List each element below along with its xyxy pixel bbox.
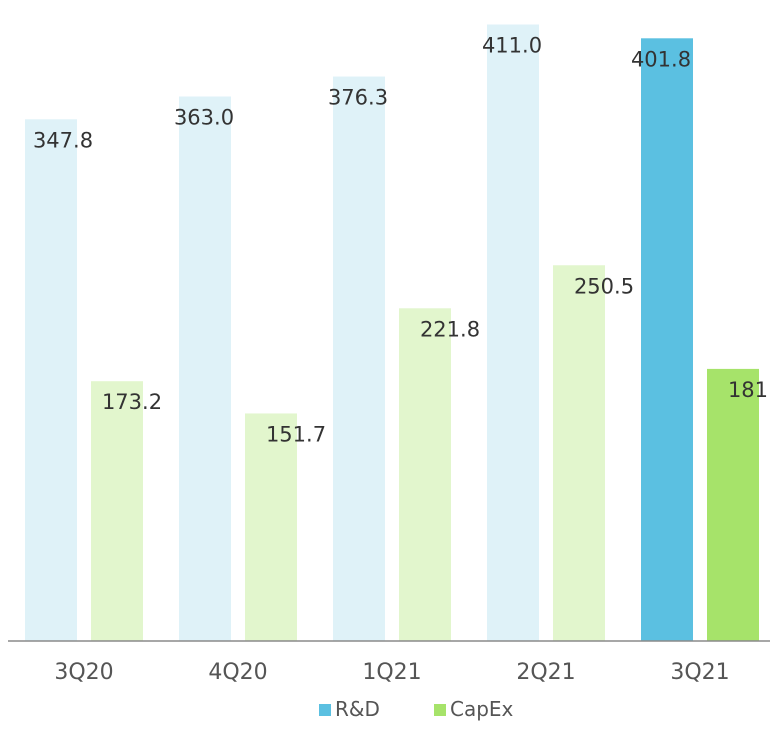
x-tick-label-4q20: 4Q20 bbox=[208, 660, 267, 685]
x-tick-label-3q21: 3Q21 bbox=[670, 660, 729, 685]
x-tick-label-2q21: 2Q21 bbox=[516, 660, 575, 685]
bar-capex-4q20 bbox=[245, 413, 297, 641]
legend-label-rd: R&D bbox=[335, 697, 380, 721]
bar-capex-1q21 bbox=[399, 308, 451, 641]
data-label-rd-2q21: 411.0 bbox=[482, 34, 542, 58]
data-label-capex-3q21: 181.4 bbox=[728, 378, 770, 402]
x-axis-ticks: 3Q20 4Q20 1Q21 2Q21 3Q21 bbox=[54, 660, 729, 685]
bar-rd-3q20 bbox=[25, 119, 77, 642]
legend: R&D CapEx bbox=[319, 697, 514, 721]
data-label-rd-1q21: 376.3 bbox=[328, 86, 388, 110]
data-label-rd-4q20: 363.0 bbox=[174, 106, 234, 130]
bar-rd-3q21 bbox=[641, 38, 693, 642]
data-label-capex-2q21: 250.5 bbox=[574, 274, 634, 298]
data-labels-layer: 347.8 173.2 363.0 151.7 376.3 221.8 411.0 250.5… bbox=[33, 34, 770, 447]
bars-layer bbox=[25, 24, 759, 642]
bar-capex-2q21 bbox=[553, 265, 605, 641]
bar-rd-1q21 bbox=[333, 76, 385, 642]
bar-rd-4q20 bbox=[179, 96, 231, 641]
bar-capex-3q21 bbox=[707, 368, 759, 641]
legend-label-capex: CapEx bbox=[450, 697, 514, 721]
data-label-rd-3q20: 347.8 bbox=[33, 128, 93, 152]
bar-capex-3q20 bbox=[91, 381, 143, 641]
data-label-capex-4q20: 151.7 bbox=[266, 422, 326, 446]
data-label-capex-3q20: 173.2 bbox=[102, 390, 162, 414]
x-tick-label-3q20: 3Q20 bbox=[54, 660, 113, 685]
data-label-rd-3q21: 401.8 bbox=[631, 47, 691, 71]
x-tick-label-1q21: 1Q21 bbox=[362, 660, 421, 685]
legend-swatch-rd bbox=[319, 704, 331, 716]
data-label-capex-1q21: 221.8 bbox=[420, 317, 480, 341]
bar-rd-2q21 bbox=[487, 24, 539, 641]
legend-swatch-capex bbox=[434, 704, 446, 716]
